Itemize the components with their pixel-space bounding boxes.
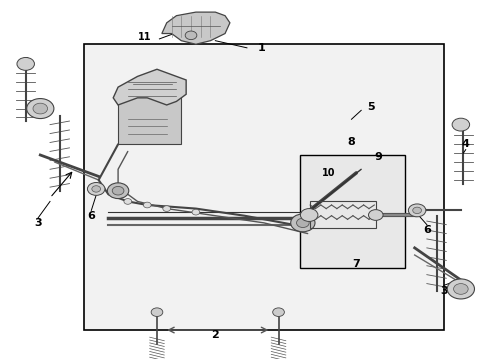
Circle shape <box>92 186 101 192</box>
Circle shape <box>412 207 421 213</box>
Text: 10: 10 <box>321 168 335 178</box>
Circle shape <box>163 206 170 211</box>
Text: 2: 2 <box>211 330 219 341</box>
Polygon shape <box>162 12 229 44</box>
Circle shape <box>185 31 197 40</box>
Circle shape <box>87 183 105 195</box>
Circle shape <box>453 284 467 294</box>
Circle shape <box>27 99 54 118</box>
Circle shape <box>451 118 468 131</box>
Circle shape <box>272 308 284 316</box>
Circle shape <box>300 208 317 221</box>
Bar <box>118 94 181 144</box>
Circle shape <box>151 308 163 316</box>
Circle shape <box>290 214 314 232</box>
Text: 1: 1 <box>257 43 265 53</box>
Circle shape <box>368 210 382 220</box>
FancyBboxPatch shape <box>300 155 404 267</box>
Text: 6: 6 <box>422 225 430 235</box>
Circle shape <box>112 186 123 195</box>
Text: 7: 7 <box>352 259 360 269</box>
Text: 11: 11 <box>138 32 151 42</box>
Text: 4: 4 <box>461 139 468 149</box>
Text: 3: 3 <box>439 286 447 296</box>
Polygon shape <box>113 69 186 105</box>
Circle shape <box>447 279 473 299</box>
Text: 3: 3 <box>34 218 41 228</box>
Circle shape <box>33 103 47 114</box>
Circle shape <box>296 218 308 228</box>
FancyBboxPatch shape <box>84 44 443 330</box>
Circle shape <box>17 58 34 70</box>
Circle shape <box>107 183 128 199</box>
Text: 6: 6 <box>87 211 95 221</box>
Text: 4: 4 <box>22 57 30 67</box>
Circle shape <box>407 204 425 217</box>
Text: 9: 9 <box>373 152 381 162</box>
Bar <box>309 202 375 228</box>
Text: 8: 8 <box>347 138 355 148</box>
Text: 5: 5 <box>366 102 374 112</box>
Circle shape <box>192 209 200 215</box>
Circle shape <box>123 199 131 204</box>
Circle shape <box>143 202 151 208</box>
